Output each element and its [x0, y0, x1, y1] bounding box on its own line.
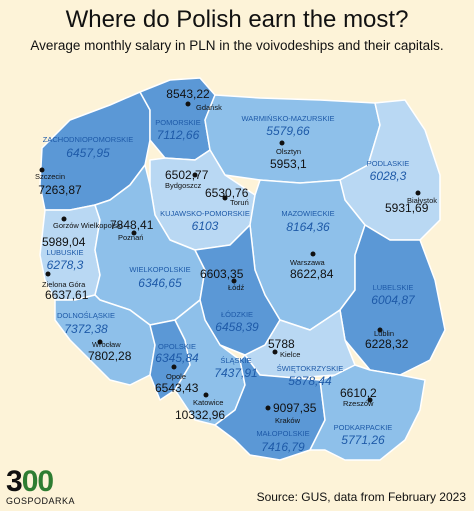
capital-name: Zielona Góra — [42, 280, 86, 289]
voivodeship-value: 7372,38 — [64, 322, 108, 336]
city-dots — [39, 101, 421, 411]
capital-name: Gdańsk — [196, 103, 222, 112]
capital-name: Wrocław — [92, 340, 121, 349]
city-dot-krakow — [265, 405, 271, 411]
capital-value: 6543,43 — [155, 381, 199, 395]
voivodeship-name: ZACHODNIOPOMORSKIE — [43, 135, 133, 144]
capital-value: 7848,41 — [110, 218, 154, 232]
capital-value: 5953,1 — [270, 157, 307, 171]
capital-name: Katowice — [193, 398, 223, 407]
city-dot-gdansk — [185, 101, 191, 107]
capital-value: 6228,32 — [365, 337, 409, 351]
city-dot-poznan — [131, 230, 137, 236]
city-dot-katowice — [203, 392, 209, 398]
capital-name: Gorzów Wielkopolski — [53, 221, 123, 230]
capital-name: Poznań — [118, 233, 143, 242]
capital-name: Białystok — [407, 196, 437, 205]
city-dot-warszawa — [310, 251, 316, 257]
capital-labels: 8543,22 Gdańsk Szczecin 7263,87 Olsztyn … — [35, 87, 437, 425]
city-dot-bydgoszcz — [192, 172, 198, 178]
logo-digits-b: 00 — [21, 465, 54, 498]
voivodeship-name: WIELKOPOLSKIE — [129, 265, 190, 274]
capital-value: 8622,84 — [290, 267, 334, 281]
capital-value: 10332,96 — [175, 408, 225, 422]
voivodeship-name: LUBELSKIE — [373, 283, 414, 292]
voivodeship-value: 6278,3 — [47, 258, 84, 272]
city-dot-opole — [171, 364, 177, 370]
voivodeship-name: POMORSKIE — [155, 118, 200, 127]
voivodeship-name: ŚLĄSKIE — [220, 356, 251, 365]
voivodeship-name: OPOLSKIE — [158, 342, 196, 351]
voivodeship-name: MAZOWIECKIE — [281, 209, 334, 218]
capital-name: Szczecin — [35, 172, 65, 181]
gospodarka-logo: 300 GOSPODARKA — [6, 465, 76, 507]
page-title: Where do Polish earn the most? — [65, 6, 409, 33]
voivodeship-value: 6103 — [192, 219, 219, 233]
city-dot-olsztyn — [279, 140, 285, 146]
capital-name: Toruń — [230, 198, 249, 207]
city-dot-wroclaw — [97, 339, 103, 345]
capital-value: 7802,28 — [88, 349, 132, 363]
capital-value: 5989,04 — [42, 235, 86, 249]
capital-name: Kraków — [275, 416, 301, 425]
capital-value: 6603,35 — [200, 267, 244, 281]
city-dot-gorzow — [61, 216, 67, 222]
capital-value: 8543,22 — [166, 87, 210, 101]
capital-value: 5931,69 — [385, 201, 429, 215]
voivodeship-value: 6004,87 — [371, 293, 416, 307]
city-dot-torun — [222, 195, 228, 201]
capital-name: Lublin — [374, 329, 394, 338]
voivodeship-value: 7437,91 — [214, 366, 257, 380]
capital-value: 7263,87 — [38, 183, 82, 197]
capital-value: 6610,2 — [340, 386, 377, 400]
voivodeship-value: 7112,66 — [157, 128, 200, 142]
voivodeship-labels: ZACHODNIOPOMORSKIE 6457,95 POMORSKIE 711… — [43, 114, 416, 454]
voivodeship-name: WARMIŃSKO-MAZURSKIE — [241, 114, 334, 123]
region-podkarpackie — [309, 364, 426, 461]
voivodeship-value: 6028,3 — [370, 169, 407, 183]
capital-name: Warszawa — [290, 258, 326, 267]
capital-value: 5788 — [268, 337, 295, 351]
voivodeship-name: DOLNOŚLĄSKIE — [57, 311, 115, 320]
voivodeship-value: 5878,44 — [288, 374, 332, 388]
voivodeship-value: 6345,84 — [155, 351, 199, 365]
voivodeship-value: 5771,26 — [341, 433, 385, 447]
city-dot-bialystok — [415, 190, 421, 196]
source-note: Source: GUS, data from February 2023 — [256, 490, 466, 504]
capital-value: 6502,77 — [165, 168, 209, 182]
capital-value: 6530,76 — [205, 186, 249, 200]
city-dot-szczecin — [39, 167, 45, 173]
voivodeship-name: KUJAWSKO-POMORSKIE — [160, 209, 250, 218]
capital-value: 6637,61 — [45, 288, 89, 302]
voivodeship-value: 7416,79 — [261, 440, 305, 454]
city-dot-kielce — [272, 349, 278, 355]
city-dot-lodz — [231, 278, 237, 284]
city-dot-rzeszow — [367, 397, 373, 403]
voivodeship-name: ŚWIĘTOKRZYSKIE — [277, 364, 344, 373]
capital-name: Rzeszów — [343, 399, 374, 408]
capital-name: Bydgoszcz — [165, 181, 202, 190]
voivodeship-value: 6458,39 — [215, 320, 259, 334]
capital-name: Kielce — [280, 350, 300, 359]
voivodeship-name: ŁÓDZKIE — [221, 310, 253, 319]
logo-text: GOSPODARKA — [6, 496, 76, 506]
capital-name: Opole — [166, 372, 186, 381]
voivodeship-value: 5579,66 — [266, 124, 310, 138]
logo-digits-a: 3 — [6, 465, 23, 498]
capital-name: Łódź — [228, 283, 245, 292]
voivodeship-value: 6346,65 — [138, 276, 182, 290]
voivodeship-name: LUBUSKIE — [46, 248, 83, 257]
city-dot-zielona-gora — [45, 271, 51, 277]
voivodeship-value: 6457,95 — [66, 146, 110, 160]
city-dot-lublin — [377, 327, 383, 333]
capital-name: Olsztyn — [276, 147, 301, 156]
voivodeship-value: 8164,36 — [286, 220, 330, 234]
page-subtitle: Average monthly salary in PLN in the voi… — [30, 38, 444, 53]
capital-value: 9097,35 — [273, 401, 317, 415]
voivodeship-name: PODLASKIE — [367, 159, 410, 168]
voivodeship-name: PODKARPACKIE — [334, 423, 393, 432]
voivodeship-name: MAŁOPOLSKIE — [256, 429, 309, 438]
